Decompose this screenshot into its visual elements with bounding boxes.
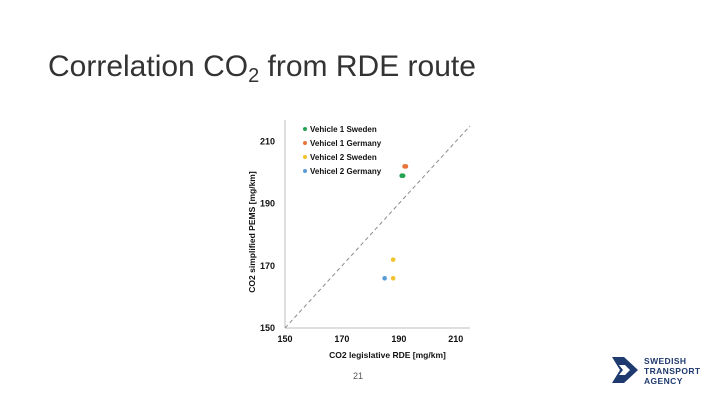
y-tick-label: 210 (260, 137, 275, 147)
legend-marker (303, 127, 307, 131)
tick-labels: 150 170 190 210 150 170 190 210 (260, 137, 463, 344)
chart-axes (284, 120, 470, 329)
logo-line-2: TRANSPORT (644, 366, 701, 376)
page-number: 21 (353, 371, 364, 381)
y-axis-title: CO2 simplified PEMS [mg/km] (247, 171, 257, 293)
legend-label: Vehicel 2 Germany (310, 167, 382, 176)
y-tick-label: 190 (260, 199, 275, 209)
x-axis-title: CO2 legislative RDE [mg/km] (329, 350, 446, 360)
logo-line-1: SWEDISH (644, 356, 687, 366)
slide-title: Correlation CO2 from RDE route (48, 50, 476, 88)
logo-line-3: AGENCY (644, 376, 683, 386)
x-tick-label: 150 (277, 334, 292, 344)
data-point (382, 275, 387, 281)
data-point (390, 275, 396, 281)
legend-label: Vehicle 1 Sweden (310, 125, 377, 134)
title-subscript: 2 (248, 65, 260, 87)
swedish-transport-agency-logo: SWEDISH TRANSPORT AGENCY (610, 355, 710, 387)
legend-marker (303, 141, 307, 145)
data-point (390, 257, 396, 262)
title-main: Correlation CO (48, 50, 249, 83)
data-point (403, 164, 409, 169)
y-tick-label: 170 (260, 261, 275, 271)
y-tick-label: 150 (260, 323, 275, 333)
reference-line (284, 125, 471, 329)
legend-label: Vehicel 2 Sweden (310, 153, 377, 162)
legend-label: Vehicel 1 Germany (310, 139, 382, 148)
title-end: from RDE route (259, 50, 476, 83)
identity-reference-line (284, 125, 471, 329)
legend-marker (303, 169, 307, 173)
x-tick-label: 190 (391, 334, 406, 344)
chart-legend: Vehicle 1 Sweden Vehicel 1 Germany Vehicel… (303, 125, 382, 176)
legend-marker (303, 155, 307, 159)
logo-text: SWEDISH TRANSPORT AGENCY (644, 356, 701, 386)
data-point (400, 173, 406, 179)
logo-mark-icon (612, 357, 638, 383)
x-tick-label: 170 (334, 334, 349, 344)
data-points (382, 164, 409, 281)
x-tick-label: 210 (448, 334, 463, 344)
